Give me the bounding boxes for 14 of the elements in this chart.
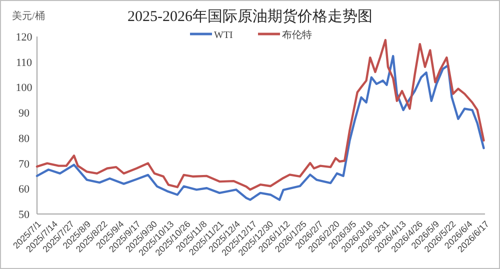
y-tick-label: 70	[18, 158, 30, 170]
legend-label: WTI	[214, 30, 233, 41]
y-tick-label: 90	[18, 108, 30, 120]
chart-title: 2025-2026年国际原油期货价格走势图	[128, 8, 372, 25]
legend-label: 布伦特	[282, 29, 312, 41]
y-tick-label: 60	[18, 184, 30, 196]
y-tick-label: 50	[18, 209, 30, 221]
line-series	[36, 38, 485, 191]
y-tick-label: 80	[18, 132, 30, 145]
y-tick-label: 110	[16, 56, 33, 69]
y-tick-label: 100	[16, 82, 33, 94]
y-tick-label: 120	[16, 32, 33, 44]
line-series	[36, 54, 485, 201]
y-axis-title: 美元/桶	[12, 10, 45, 22]
